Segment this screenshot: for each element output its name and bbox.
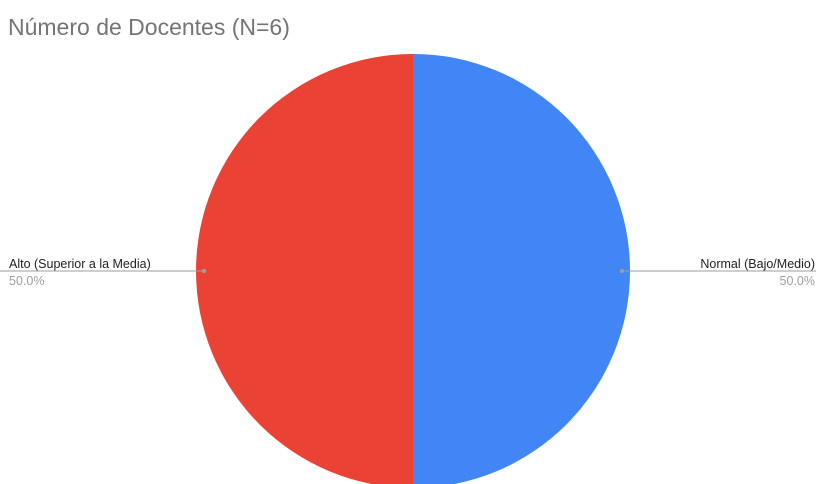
chart-title: Número de Docentes (N=6) (8, 14, 290, 40)
pie-slice-0 (413, 54, 630, 484)
pie-slice-1 (196, 54, 413, 484)
pie-labels: Normal (Bajo/Medio) 50.0% Alto (Superior a… (0, 257, 816, 288)
pie-slices (196, 54, 630, 484)
slice-percent-0: 50.0% (780, 274, 815, 288)
slice-percent-1: 50.0% (9, 274, 44, 288)
slice-label-0: Normal (Bajo/Medio) (700, 257, 815, 271)
slice-label-1: Alto (Superior a la Media) (9, 257, 151, 271)
